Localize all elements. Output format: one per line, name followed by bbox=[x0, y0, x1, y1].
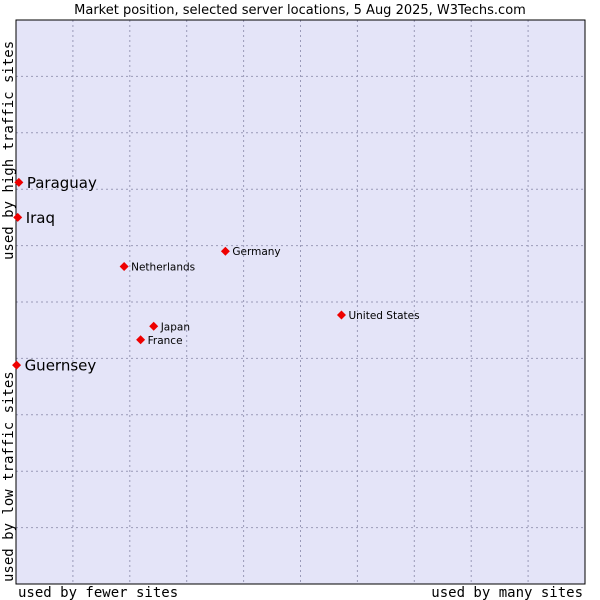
x-axis-high-label: used by many sites bbox=[431, 585, 583, 600]
point-label: Paraguay bbox=[27, 174, 97, 192]
point-label: Germany bbox=[232, 246, 280, 258]
point-marker bbox=[13, 212, 23, 222]
point-marker bbox=[149, 321, 159, 331]
point-iraq: Iraq bbox=[13, 209, 55, 227]
point-label: France bbox=[148, 335, 183, 347]
point-japan: Japan bbox=[149, 321, 190, 333]
grid-lines bbox=[16, 20, 585, 584]
y-axis-high-label: used by high traffic sites bbox=[1, 41, 17, 260]
plot-border bbox=[15, 19, 586, 585]
point-paraguay: Paraguay bbox=[14, 174, 97, 192]
point-label: Guernsey bbox=[25, 357, 97, 375]
y-axis-low-label: used by low traffic sites bbox=[1, 371, 17, 582]
point-marker bbox=[119, 261, 129, 271]
point-label: Japan bbox=[160, 321, 190, 333]
point-marker bbox=[136, 335, 146, 345]
point-guernsey: Guernsey bbox=[12, 357, 96, 375]
point-label: Iraq bbox=[26, 209, 55, 227]
point-france: France bbox=[136, 335, 183, 347]
point-label: Netherlands bbox=[131, 261, 195, 273]
point-netherlands: Netherlands bbox=[119, 261, 195, 273]
point-united-states: United States bbox=[336, 310, 420, 322]
point-germany: Germany bbox=[220, 246, 281, 258]
data-points: Paraguay Iraq Guernsey Germany Netherlands Un… bbox=[12, 174, 420, 375]
chart-title: Market position, selected server locatio… bbox=[74, 3, 526, 18]
point-marker bbox=[336, 310, 346, 320]
point-marker bbox=[220, 246, 230, 256]
x-axis-low-label: used by fewer sites bbox=[18, 585, 178, 600]
point-marker bbox=[12, 360, 22, 370]
point-marker bbox=[14, 177, 24, 187]
point-label: United States bbox=[348, 310, 419, 322]
